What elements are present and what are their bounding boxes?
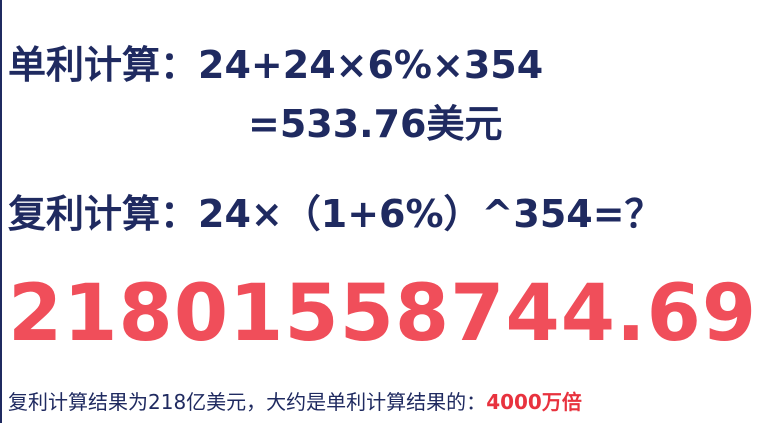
compound-interest-formula: 24×（1+6%）^354=？ — [198, 192, 663, 236]
simple-interest-result: =533.76美元 — [248, 102, 503, 146]
compound-result-number: 21801558744.69 — [8, 269, 758, 359]
compound-interest-line: 复利计算：24×（1+6%）^354=？ — [8, 189, 663, 239]
conclusion-sentence: 复利计算结果为218亿美元，大约是单利计算结果的： — [8, 390, 487, 414]
compound-interest-label: 复利计算 — [8, 192, 161, 236]
simple-interest-formula: 24+24×6%×354 — [198, 43, 544, 87]
simple-interest-label: 单利计算 — [8, 43, 161, 87]
conclusion-highlight: 4000万倍 — [486, 390, 582, 414]
left-border-rule — [0, 0, 2, 423]
compound-interest-colon: ： — [160, 192, 199, 236]
simple-interest-line: 单利计算：24+24×6%×354 — [8, 40, 543, 90]
simple-interest-colon: ： — [160, 43, 199, 87]
conclusion-text: 复利计算结果为218亿美元，大约是单利计算结果的：4000万倍 — [8, 388, 582, 416]
